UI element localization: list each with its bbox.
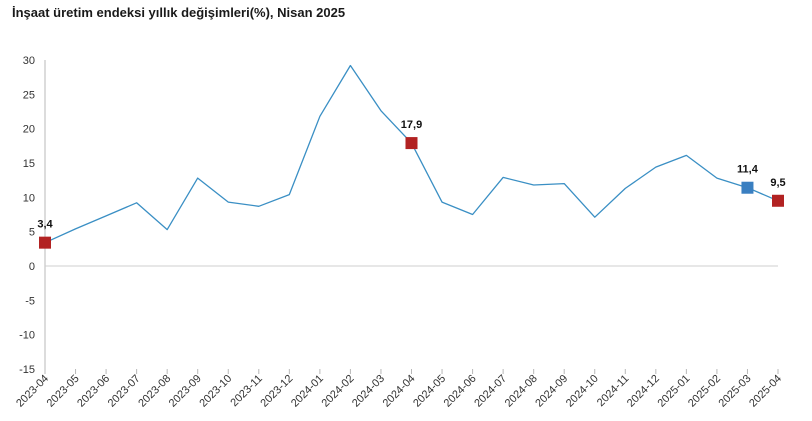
x-tick-label: 2023-10 [197,373,234,410]
x-tick-label: 2024-03 [350,373,387,410]
data-marker [39,236,51,249]
x-tick-label: 2023-09 [167,373,204,410]
data-marker [772,194,784,207]
x-tick-label: 2024-09 [533,373,570,410]
y-tick-label: 20 [23,124,35,136]
x-tick-label: 2024-12 [625,373,662,410]
x-tick-label: 2025-02 [686,373,723,410]
x-tick-label: 2024-05 [411,373,448,410]
y-tick-label: -5 [25,295,35,307]
y-tick-label: 10 [23,192,35,204]
series-line [44,64,779,244]
y-tick-label: 25 [23,89,35,101]
x-tick-label: 2023-07 [106,373,143,410]
markers-group: 3,4 17,9 11,4 9,5 [37,119,786,249]
data-label: 3,4 [37,219,53,231]
x-tick-label: 2024-07 [472,373,509,410]
y-tick-label: 0 [29,261,35,273]
x-tick-label: 2023-12 [258,373,295,410]
x-tick-label: 2024-01 [289,373,326,410]
y-tick-label: -10 [19,330,35,342]
y-tick-label: -15 [19,364,35,376]
data-label: 9,5 [770,177,785,189]
y-tick-label: 5 [29,227,35,239]
data-label: 11,4 [737,164,759,176]
x-tick-label: 2024-10 [564,373,601,410]
axes [44,60,778,369]
x-tick-label: 2024-04 [381,373,418,410]
x-tick-label: 2025-04 [747,373,784,410]
x-tick-label: 2025-01 [655,373,692,410]
data-marker [741,181,754,194]
x-tick-label: 2024-06 [442,373,479,410]
chart-title: İnşaat üretim endeksi yıllık değişimleri… [12,5,346,20]
x-tick-label: 2024-11 [595,373,631,409]
x-tick-label: 2023-05 [45,373,82,410]
series-group [44,64,779,244]
y-tick-label: 30 [23,55,35,67]
data-marker [405,137,418,150]
x-tick-label: 2023-04 [14,373,51,410]
x-tick-label: 2024-02 [320,373,357,410]
y-axis-ticks: 30 25 20 15 10 5 0 -5 -10 -15 [19,55,35,376]
x-axis-ticks: 2023-042023-052023-062023-072023-082023-… [14,369,784,410]
x-tick-label: 2025-03 [717,373,754,410]
x-tick-label: 2023-08 [136,373,173,410]
x-tick-label: 2023-06 [75,373,112,410]
x-tick-label: 2024-08 [503,373,540,410]
data-label: 17,9 [401,119,422,131]
x-tick-label: 2023-11 [228,373,264,409]
y-tick-label: 15 [23,158,35,170]
